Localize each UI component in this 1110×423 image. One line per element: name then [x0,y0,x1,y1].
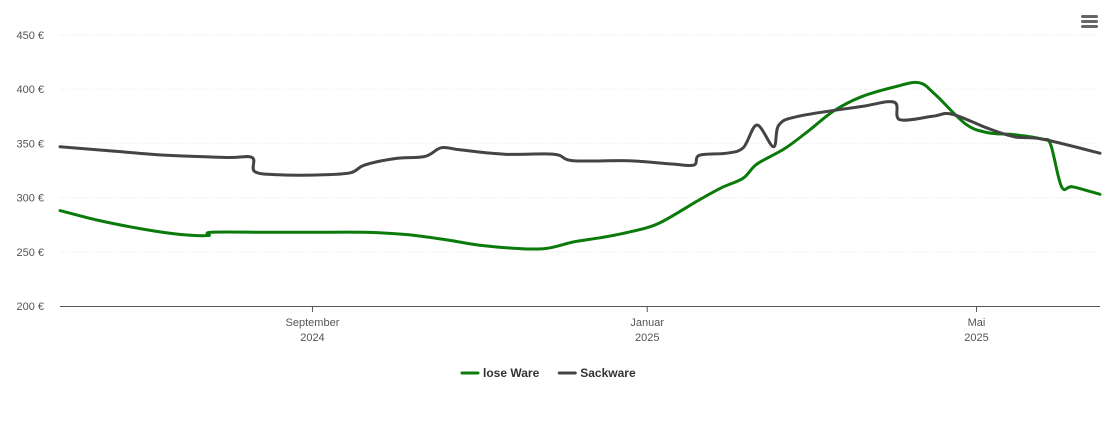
legend: lose Ware Sackware [460,366,636,380]
series-lines [58,80,1102,251]
y-tick-label: 400 € [16,84,44,96]
y-tick-label: 200 € [16,301,44,313]
x-tick-year: 2024 [300,332,324,344]
y-tick-label: 350 € [16,138,44,150]
hamburger-menu-icon [1081,15,1098,28]
legend-item-0[interactable]: lose Ware [460,366,540,380]
chart-menu-button[interactable] [1076,10,1102,34]
y-tick-label: 450 € [16,30,44,42]
x-axis: September 2024 Januar 2025 Mai 2025 [60,306,1100,344]
legend-label: Sackware [580,366,636,380]
grid-lines [60,34,1100,253]
x-tick-month: September [286,317,340,329]
x-tick-year: 2025 [964,332,988,344]
x-tick-month: Januar [630,317,664,329]
y-tick-label: 250 € [16,247,44,259]
legend-item-1[interactable]: Sackware [557,366,636,380]
y-tick-label: 300 € [16,193,44,205]
x-tick-year: 2025 [635,332,659,344]
legend-label: lose Ware [483,366,540,380]
x-tick-month: Mai [968,317,986,329]
series-line-1 [58,100,1102,177]
y-axis: 200 € 250 € 300 € 350 € 400 € 450 € [16,30,44,313]
series-line-0 [58,80,1102,251]
